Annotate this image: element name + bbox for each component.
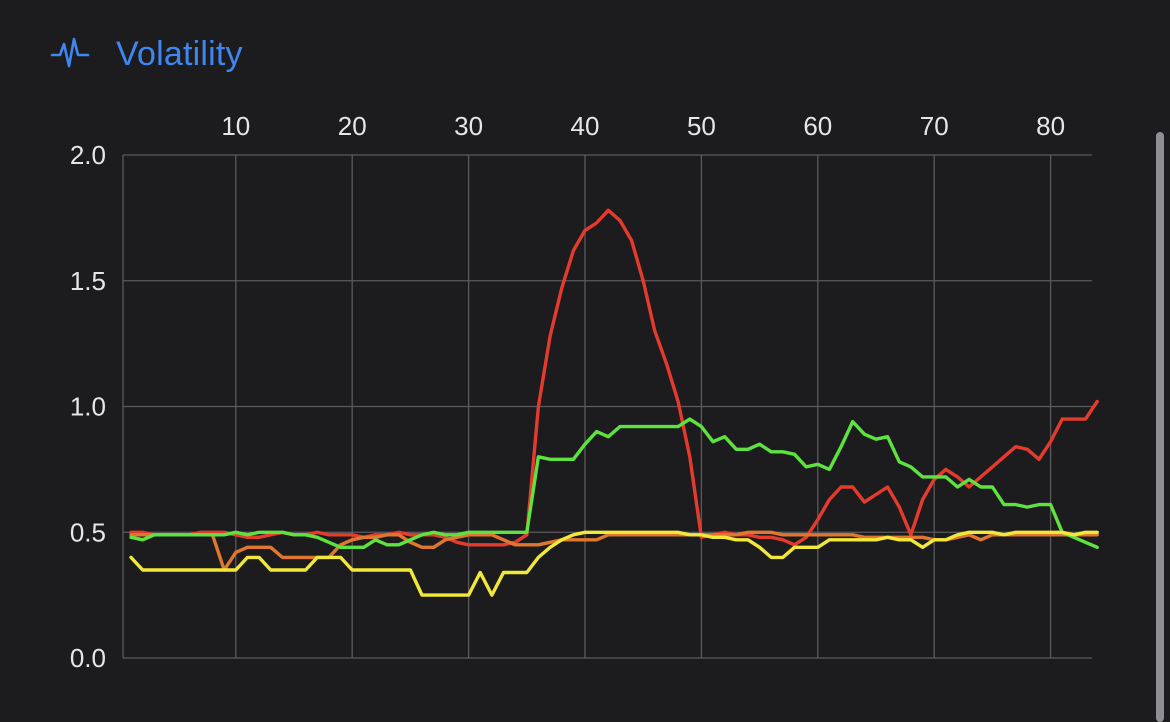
y-tick-label-4: 2.0: [70, 140, 106, 170]
y-tick-label-2: 1.0: [70, 392, 106, 422]
waveform-pulse-icon: [50, 37, 90, 68]
x-tick-label-6: 70: [920, 111, 949, 141]
series-line-2: [129, 417, 1099, 549]
series-line-0: [129, 208, 1099, 547]
x-tick-label-2: 30: [454, 111, 483, 141]
x-tick-label-1: 20: [338, 111, 367, 141]
x-tick-label-7: 80: [1036, 111, 1065, 141]
y-tick-label-3: 1.5: [70, 266, 106, 296]
series-line-3: [129, 530, 1099, 597]
x-tick-label-4: 50: [687, 111, 716, 141]
chart-title: Volatility: [116, 34, 243, 73]
vertical-scrollbar[interactable]: [1156, 132, 1164, 722]
chart-header: Volatility: [50, 34, 243, 74]
x-tick-label-0: 10: [221, 111, 250, 141]
x-tick-label-5: 60: [803, 111, 832, 141]
y-tick-label-1: 0.5: [70, 517, 106, 547]
y-tick-label-0: 0.0: [70, 643, 106, 673]
x-tick-label-3: 40: [571, 111, 600, 141]
